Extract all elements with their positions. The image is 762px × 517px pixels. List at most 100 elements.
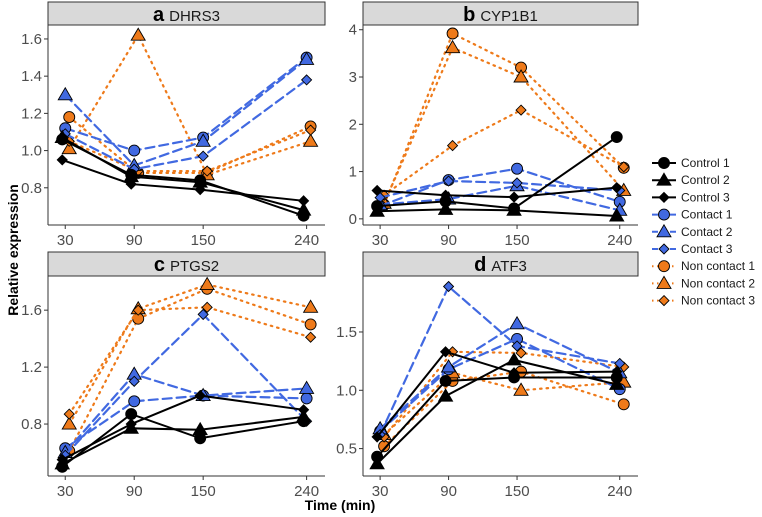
series-line [61,158,305,202]
x-tick-label: 90 [440,483,457,500]
legend-item-control-3: Control 3 [652,190,730,204]
data-point [195,133,211,147]
panel-strip [47,1,326,26]
legend-label: Control 2 [681,173,730,187]
series-contact-3 [59,308,313,461]
series-contact-3 [374,280,626,441]
legend-label: Contact 1 [681,208,733,222]
data-point [128,395,141,408]
data-point [125,408,138,421]
data-point [194,389,206,402]
data-point [442,280,455,293]
series-line [376,136,618,210]
x-tick-label: 150 [191,483,216,500]
data-point [300,74,313,86]
x-tick-label: 90 [126,232,143,249]
y-tick-label: 1.4 [21,68,42,85]
series-line [68,129,312,173]
panel-title: a DHRS3 [153,4,220,26]
panel-strip [362,1,639,26]
series-line [383,31,625,206]
panel-letter: d [474,254,486,276]
y-tick-label: 2 [349,116,357,133]
panel-strip [47,251,326,277]
series-contact-2 [57,366,315,458]
x-tick-label: 240 [607,483,632,500]
data-point [437,388,454,402]
data-point [611,182,623,194]
legend-marker [658,294,670,307]
y-tick-label: 1.0 [21,143,42,160]
x-tick-label: 150 [505,232,530,249]
series-contact-1 [59,389,313,455]
data-point [611,365,623,378]
data-point [515,347,527,359]
data-point [302,299,319,313]
data-point [295,202,312,216]
x-tick-label: 30 [372,232,389,249]
data-point [439,346,452,358]
panel-title: d ATF3 [474,254,527,276]
data-point [61,416,78,430]
legend-item-contact-2: Contact 2 [652,223,733,239]
series-line [383,108,625,197]
x-tick-label: 30 [57,232,74,249]
data-point [57,86,74,101]
panel-letter: c [154,254,165,276]
data-point [506,202,522,216]
y-tick-label: 1.2 [21,359,42,376]
legend-label: Non contact 2 [681,276,755,290]
data-point [132,304,144,316]
y-tick-label: 1 [349,164,357,181]
series-line [383,371,625,436]
panel-gene: ATF3 [491,258,527,275]
data-point [617,398,630,411]
legend-marker [658,243,670,255]
series-control-1 [56,133,310,222]
data-point [201,165,213,177]
legend-label: Non contact 3 [681,294,755,308]
data-point [304,331,317,343]
series-line [64,58,308,167]
legend-label: Contact 2 [681,225,733,239]
series-line [64,372,308,454]
x-tick-label: 240 [294,483,319,500]
data-point [194,184,206,196]
series-line [61,415,305,465]
data-point [56,154,68,166]
x-tick-label: 150 [191,232,216,249]
y-tick-label: 0.5 [336,441,357,458]
x-tick-label: 30 [372,483,389,500]
series-line [376,376,618,458]
series-contact-1 [59,51,313,157]
data-point [513,69,529,83]
series-line [61,394,305,461]
data-point [201,301,213,313]
data-point [511,340,523,352]
legend-marker [658,208,670,221]
data-point [128,144,141,157]
series-control-2 [54,409,312,470]
series-line [64,394,308,450]
legend-marker [656,172,672,186]
series-line [379,184,621,212]
x-tick-label: 90 [126,483,143,500]
data-point [444,39,461,54]
data-point [440,359,457,373]
legend-label: Control 3 [681,190,730,204]
y-tick-label: 1.6 [21,302,42,319]
series-non-contact-2 [61,27,319,181]
data-point [56,453,68,466]
data-point [125,418,137,430]
data-point [608,376,625,390]
legend-item-contact-1: Contact 1 [652,208,733,222]
series-control-3 [371,182,623,203]
panel-gene: PTGS2 [170,258,219,275]
data-point [508,367,520,379]
series-line [383,370,625,448]
series-line [379,322,621,430]
series-non-contact-3 [378,346,630,443]
series-control-2 [369,201,625,222]
y-tick-label: 1.2 [21,105,42,122]
data-point [304,318,317,331]
